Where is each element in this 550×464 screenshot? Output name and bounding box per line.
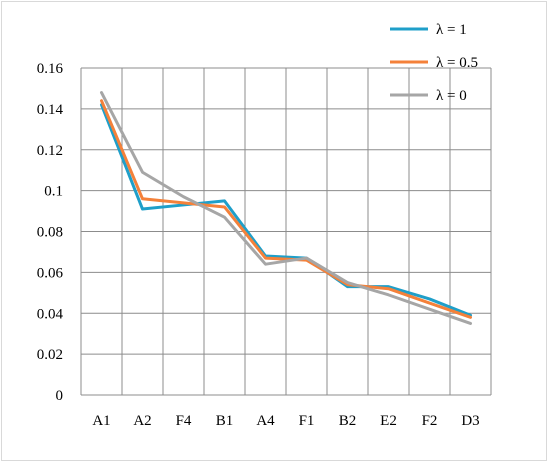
series-1: [100, 99, 472, 319]
y-axis-tick-labels: 0 0.02 0.04 0.06 0.08 0.1 0.12 0.14 0.16: [37, 61, 64, 404]
y-tick-label: 0.14: [37, 102, 64, 118]
x-tick-label: A4: [256, 413, 275, 429]
series-line: [100, 91, 472, 325]
x-tick-label: D3: [461, 413, 479, 429]
y-tick-label: 0.12: [37, 143, 63, 159]
y-tick-label: 0.1: [44, 184, 63, 200]
x-tick-label: A2: [133, 413, 151, 429]
legend-item: λ = 0: [390, 88, 467, 104]
x-tick-label: A1: [92, 413, 110, 429]
x-tick-label: B1: [216, 413, 234, 429]
series-lines: [100, 91, 472, 325]
legend-label: λ = 0.5: [436, 55, 478, 71]
y-tick-label: 0.02: [37, 347, 63, 363]
legend-item: λ = 0.5: [390, 55, 478, 71]
y-tick-label: 0.04: [37, 306, 64, 322]
x-tick-label: E2: [380, 413, 397, 429]
legend: λ = 1 λ = 0.5 λ = 0: [390, 22, 478, 104]
x-tick-label: F4: [176, 413, 192, 429]
y-tick-label: 0.16: [37, 61, 64, 77]
series-line: [100, 103, 472, 317]
x-tick-label: F1: [299, 413, 315, 429]
x-tick-label: B2: [339, 413, 357, 429]
y-tick-label: 0: [56, 388, 64, 404]
grid-lines: [80, 67, 492, 396]
legend-label: λ = 0: [436, 88, 467, 104]
x-tick-label: F2: [422, 413, 438, 429]
y-tick-label: 0.06: [37, 265, 64, 281]
legend-item: λ = 1: [390, 22, 467, 38]
series-0: [100, 103, 472, 317]
y-tick-label: 0.08: [37, 225, 63, 241]
legend-label: λ = 1: [436, 22, 467, 38]
series-line: [100, 99, 472, 319]
series-2: [100, 91, 472, 325]
x-axis-tick-labels: A1 A2 F4 B1 A4 F1 B2 E2 F2 D3: [92, 413, 479, 429]
